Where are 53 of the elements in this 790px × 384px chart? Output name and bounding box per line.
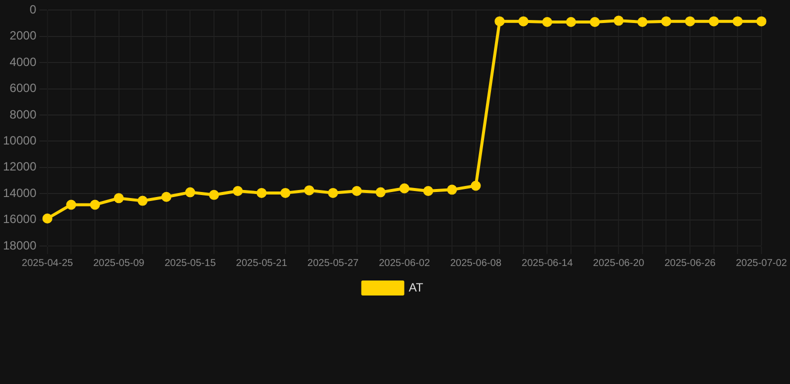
- point: [494, 16, 505, 26]
- x-tick-label: 2025-05-27: [307, 258, 360, 269]
- point: [138, 196, 148, 206]
- point: [114, 193, 124, 204]
- x-tick-label: 2025-07-02: [736, 258, 788, 269]
- x-tick-label: 2025-06-02: [378, 258, 430, 269]
- point: [470, 180, 481, 191]
- y-tick-label: 10000: [2, 134, 37, 148]
- x-tick-label: 2025-05-09: [93, 258, 145, 269]
- point: [328, 188, 338, 198]
- point: [614, 16, 624, 26]
- point: [256, 188, 267, 198]
- point: [708, 16, 719, 26]
- point: [685, 16, 696, 26]
- point: [661, 16, 672, 26]
- point: [280, 188, 290, 198]
- x-tick-label: 2025-05-15: [164, 258, 216, 269]
- point: [185, 187, 196, 198]
- y-tick-label: 14000: [2, 186, 37, 200]
- y-tick-label: 18000: [2, 238, 37, 252]
- x-tick-label: 2025-06-26: [664, 258, 716, 269]
- point: [376, 187, 386, 198]
- point: [161, 192, 172, 202]
- point: [518, 16, 528, 26]
- point: [637, 16, 648, 27]
- point: [423, 186, 434, 196]
- point: [42, 213, 52, 224]
- point: [732, 16, 743, 26]
- y-tick-label: 6000: [10, 81, 37, 96]
- point: [208, 190, 219, 200]
- point: [590, 16, 600, 27]
- legend-label: AT: [408, 280, 424, 294]
- x-tick-label: 2025-06-08: [450, 258, 502, 269]
- point: [566, 16, 576, 27]
- x-tick-label: 2025-05-21: [236, 258, 288, 269]
- x-tick-label: 2025-06-14: [522, 258, 574, 269]
- point: [66, 200, 76, 210]
- point: [756, 16, 766, 26]
- point: [447, 184, 457, 195]
- y-tick-label: 16000: [2, 212, 37, 226]
- point: [90, 200, 100, 210]
- y-tick-label: 4000: [10, 54, 37, 69]
- y-tick-label: 2000: [10, 28, 37, 43]
- point: [232, 186, 243, 196]
- x-tick-label: 2025-06-20: [593, 258, 645, 269]
- y-tick-label: 0: [30, 2, 37, 17]
- x-tick-label: 2025-04-25: [22, 258, 74, 269]
- point: [304, 185, 314, 196]
- y-tick-label: 12000: [2, 160, 37, 174]
- point: [352, 186, 362, 196]
- point: [542, 16, 552, 27]
- y-tick-label: 8000: [10, 107, 37, 122]
- point: [399, 183, 410, 194]
